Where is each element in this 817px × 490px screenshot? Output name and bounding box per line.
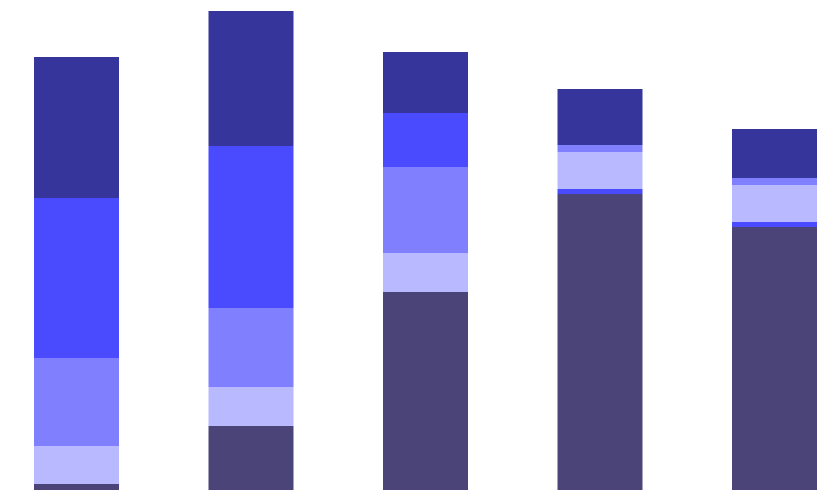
bar-segment-3-1 xyxy=(557,189,643,194)
bar-segment-4-1 xyxy=(732,222,817,227)
bar-segment-4-2 xyxy=(732,185,817,222)
bar-segment-3-0 xyxy=(557,194,643,490)
bar-segment-4-0 xyxy=(732,227,817,490)
bar-segment-1-3 xyxy=(208,308,294,387)
bar-segment-2-3 xyxy=(383,167,468,253)
bar-segment-1-0 xyxy=(208,426,294,490)
bar-segment-2-4 xyxy=(383,113,468,167)
bar-segment-3-5 xyxy=(557,89,643,145)
bar-segment-0-3 xyxy=(34,358,119,446)
bar-segment-4-3 xyxy=(732,178,817,185)
bar-segment-1-2 xyxy=(208,387,294,426)
bar-segment-0-4 xyxy=(34,198,119,358)
bars-layer xyxy=(34,11,817,490)
bar-segment-2-5 xyxy=(383,52,468,113)
bar-segment-2-2 xyxy=(383,253,468,292)
bar-segment-3-2 xyxy=(557,152,643,189)
bar-segment-0-2 xyxy=(34,446,119,484)
bar-segment-1-4 xyxy=(208,146,294,308)
bar-segment-0-0 xyxy=(34,484,119,490)
bar-segment-2-0 xyxy=(383,292,468,490)
bar-segment-4-5 xyxy=(732,129,817,178)
bar-segment-0-5 xyxy=(34,57,119,198)
bar-segment-1-5 xyxy=(208,11,294,146)
bar-segment-3-3 xyxy=(557,145,643,152)
